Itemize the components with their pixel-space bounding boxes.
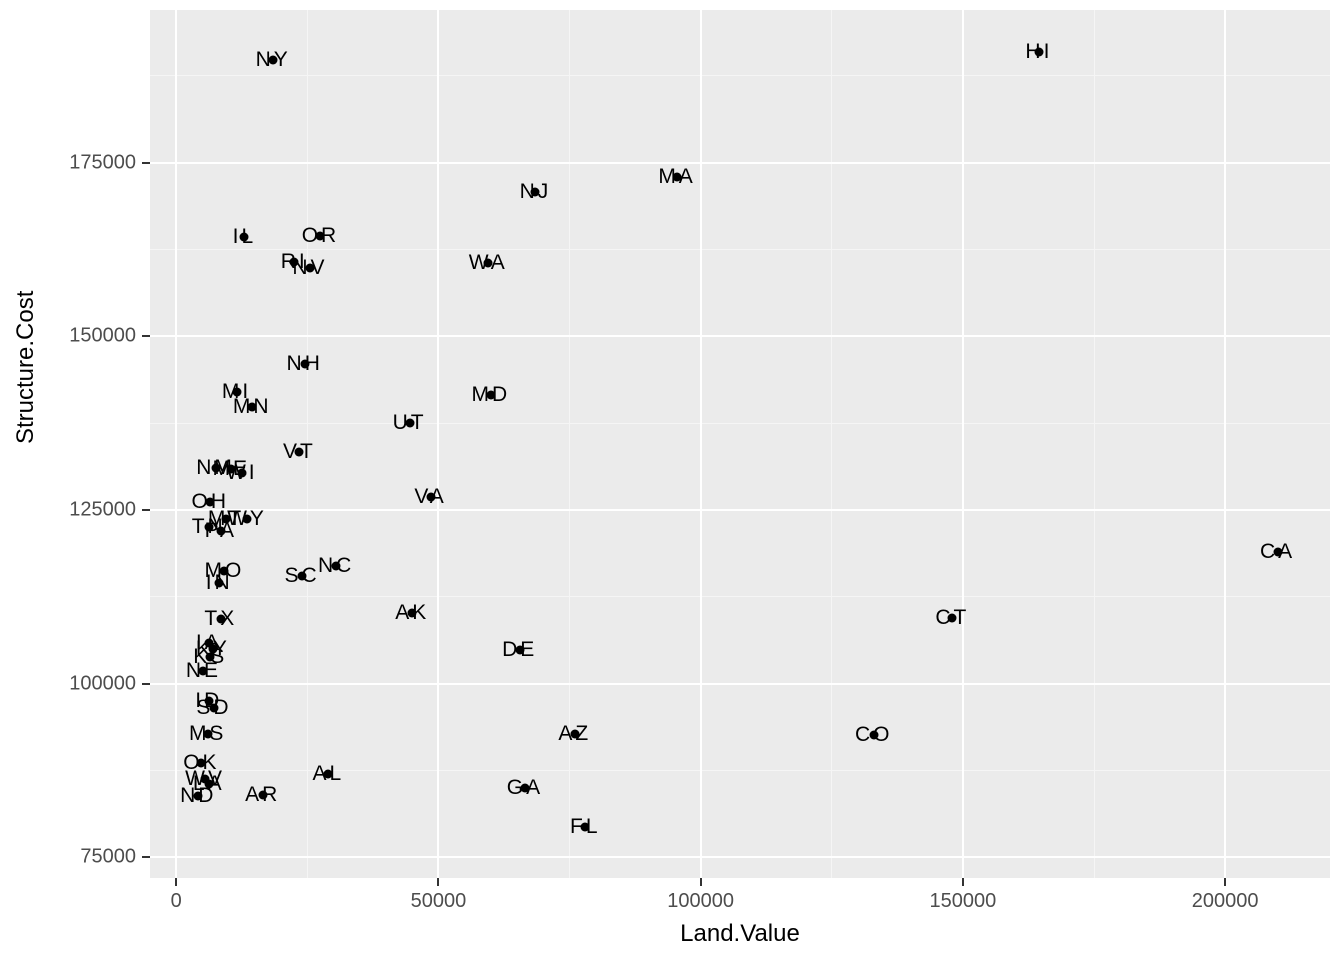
data-point-label: NY	[256, 48, 291, 72]
x-tick-mark	[962, 878, 964, 886]
y-tick-label: 150000	[69, 325, 136, 348]
data-point-label: CO	[855, 723, 893, 747]
grid-major-y	[150, 335, 1330, 337]
grid-major-x	[1224, 10, 1226, 878]
grid-minor-y	[150, 75, 1330, 76]
y-tick-label: 125000	[69, 498, 136, 521]
y-tick-label: 100000	[69, 672, 136, 695]
data-point-label: CA	[1260, 540, 1295, 564]
data-point-label: IN	[206, 571, 233, 595]
y-tick-mark	[142, 335, 150, 337]
grid-major-y	[150, 162, 1330, 164]
grid-major-x	[175, 10, 177, 878]
x-tick-mark	[175, 878, 177, 886]
data-point-label: MN	[233, 395, 272, 419]
y-tick-mark	[142, 509, 150, 511]
grid-major-y	[150, 683, 1330, 685]
data-point-label: IL	[233, 225, 257, 249]
data-point-label: ND	[180, 784, 216, 808]
x-tick-mark	[437, 878, 439, 886]
grid-major-x	[700, 10, 702, 878]
grid-minor-x	[831, 10, 832, 878]
data-point-label: NJ	[520, 180, 552, 204]
data-point-label: UT	[393, 411, 427, 435]
y-tick-mark	[142, 856, 150, 858]
data-point-label: AL	[312, 762, 344, 786]
grid-minor-x	[1094, 10, 1095, 878]
scatter-chart: 0 50000 100000 150000 200000 75000 100000 12500…	[0, 0, 1344, 960]
data-point-label: SD	[196, 696, 231, 720]
data-point-label: MD	[472, 383, 511, 407]
y-tick-label: 75000	[80, 846, 136, 869]
data-point-label: AR	[245, 783, 280, 807]
data-point-label: SC	[284, 564, 319, 588]
data-point-label: NH	[287, 352, 323, 376]
data-point-label: WI	[226, 461, 258, 485]
data-point-label: DE	[502, 638, 537, 662]
x-tick-label: 50000	[411, 890, 467, 913]
grid-major-x	[437, 10, 439, 878]
data-point-label: PA	[205, 519, 237, 543]
x-tick-label: 100000	[667, 890, 734, 913]
data-point-label: WA	[469, 251, 508, 275]
grid-major-x	[962, 10, 964, 878]
grid-major-y	[150, 856, 1330, 858]
grid-minor-y	[150, 423, 1330, 424]
y-axis-title: Structure.Cost	[12, 291, 40, 444]
data-point-label: OR	[302, 224, 340, 248]
plot-panel	[150, 10, 1330, 878]
data-point-label: VA	[414, 485, 446, 509]
grid-major-y	[150, 509, 1330, 511]
data-point-label: MS	[189, 722, 227, 746]
data-point-label: NC	[318, 554, 354, 578]
data-point-label: GA	[507, 776, 543, 800]
x-tick-mark	[1224, 878, 1226, 886]
data-point-label: VT	[283, 440, 316, 464]
x-tick-label: 0	[171, 890, 182, 913]
data-point-label: NE	[186, 659, 221, 683]
x-tick-label: 200000	[1192, 890, 1259, 913]
x-tick-mark	[700, 878, 702, 886]
data-point-label: NV	[292, 256, 327, 280]
x-tick-label: 150000	[930, 890, 997, 913]
grid-minor-y	[150, 596, 1330, 597]
data-point-label: MA	[658, 165, 696, 189]
y-tick-mark	[142, 683, 150, 685]
y-tick-label: 175000	[69, 151, 136, 174]
data-point-label: HI	[1025, 40, 1052, 64]
data-point-label: AZ	[558, 722, 591, 746]
grid-minor-x	[569, 10, 570, 878]
data-point-label: TX	[204, 607, 237, 631]
data-point-label: FL	[570, 815, 601, 839]
grid-minor-y	[150, 249, 1330, 250]
data-point-label: AK	[395, 601, 429, 625]
data-point-label: CT	[935, 606, 969, 630]
y-tick-mark	[142, 162, 150, 164]
x-axis-title: Land.Value	[680, 920, 800, 948]
